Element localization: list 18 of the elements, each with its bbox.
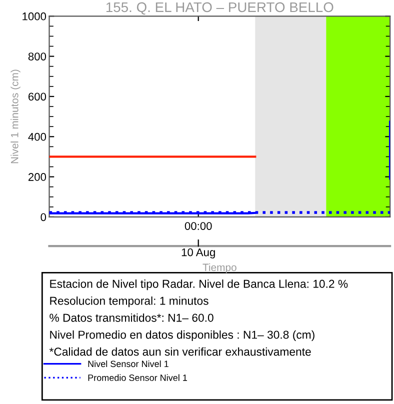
chart-title: 155. Q. EL HATO – PUERTO BELLO <box>106 2 334 15</box>
x-axis-title: Tiempo <box>202 263 236 274</box>
text: Nivel Promedio en datos disponibles : N1– 30.8 (cm) <box>50 330 314 342</box>
y-tick-label: 200 <box>28 173 46 181</box>
text: % Datos transmitidos*: N1– 60.0 <box>50 313 214 322</box>
y-tick-label: 0 <box>40 213 46 222</box>
text: Estacion de Nivel tipo Radar. Nivel de Banca Llena: 10.2 % <box>50 280 348 290</box>
text: *Calidad de datos aun sin verificar exhaustivamente <box>49 347 311 356</box>
text: Resolucion temporal: 1 minutos <box>50 296 208 308</box>
y-tick-label: 800 <box>28 52 46 60</box>
text: 10 Aug <box>182 248 215 258</box>
y-tick-label: 400 <box>28 132 46 141</box>
legend-label: Promedio Sensor Nivel 1 <box>88 374 187 381</box>
x-tick-label: 00:00 <box>184 222 212 230</box>
y-tick-label: 1000 <box>22 12 46 20</box>
y-tick-label: 600 <box>28 92 46 101</box>
y-axis-title: Nivel 1 minutos (cm) <box>10 70 20 164</box>
legend-label: Nivel Sensor Nivel 1 <box>88 360 168 368</box>
